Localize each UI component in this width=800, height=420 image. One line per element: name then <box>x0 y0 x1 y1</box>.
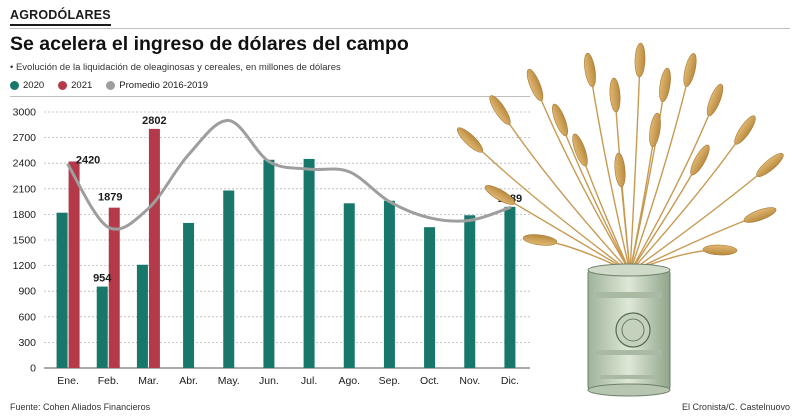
y-tick-label: 2100 <box>13 183 37 195</box>
x-tick-label: Feb. <box>98 375 119 387</box>
x-tick-label: Nov. <box>459 375 480 387</box>
wheat-stalk <box>499 109 631 273</box>
data-label: 2420 <box>76 154 100 166</box>
y-tick-label: 0 <box>30 363 36 375</box>
x-tick-label: Ene. <box>57 375 79 387</box>
bar-2020 <box>343 203 355 368</box>
wheat-ear <box>734 115 756 145</box>
data-label: 954 <box>93 273 112 285</box>
wheat-stalk <box>629 69 691 273</box>
x-tick-label: Abr. <box>179 375 198 387</box>
y-tick-label: 1200 <box>13 260 37 272</box>
wheat-stalks <box>456 42 784 273</box>
wheat-ear <box>649 112 661 148</box>
bar-2020 <box>263 159 275 368</box>
kicker: AGRODÓLARES <box>10 8 111 26</box>
wheat-stalk <box>629 59 641 273</box>
x-tick-label: Jul. <box>301 375 317 387</box>
x-tick-label: Mar. <box>138 375 158 387</box>
x-tick-label: Oct. <box>420 375 439 387</box>
y-tick-label: 3000 <box>13 107 37 119</box>
wheat-ear <box>659 67 671 103</box>
wheat-stalk <box>589 69 631 273</box>
kicker-divider <box>10 28 790 29</box>
bar-2020 <box>424 227 436 368</box>
wheat-ear <box>743 207 777 223</box>
chart-headline: Se acelera el ingreso de dólares del cam… <box>10 33 409 55</box>
data-label: 1879 <box>98 192 122 204</box>
bar-2020 <box>464 215 476 368</box>
y-tick-label: 1800 <box>13 209 37 221</box>
wheat-ear <box>489 95 511 125</box>
wheat-ear <box>572 133 588 167</box>
bar-2020 <box>136 264 148 368</box>
wheat-stalk <box>629 129 746 273</box>
y-tick-label: 600 <box>18 311 36 323</box>
x-axis-ticks: Ene. Feb. Mar. Abr. May. Jun. Jul. Ago. Sep. Oct.… <box>57 375 519 387</box>
y-tick-label: 300 <box>18 337 36 349</box>
dollar-roll <box>587 263 671 397</box>
bar-2021 <box>108 207 120 368</box>
y-tick-label: 1500 <box>13 235 37 247</box>
wheat-ear <box>552 103 568 137</box>
legend-swatch-2020 <box>10 81 19 90</box>
bar-2020 <box>303 158 315 368</box>
data-labels: 2420954187928021889 <box>76 115 522 285</box>
legend-label-2020: 2020 <box>23 80 45 91</box>
bars <box>56 128 516 368</box>
legend-label-promedio: Promedio 2016-2019 <box>119 80 209 91</box>
wheat-ear <box>526 68 544 102</box>
x-tick-label: Jun. <box>259 375 279 387</box>
y-axis-ticks: 0 300 600 900 1200 1500 1800 2100 2400 2700 3000 <box>13 107 37 375</box>
y-tick-label: 2400 <box>13 158 37 170</box>
bar-2020 <box>96 286 108 368</box>
wheat-ear <box>522 234 558 246</box>
wheat-stalk <box>469 139 631 273</box>
wheat-ear <box>634 42 646 78</box>
wheat-bouquet-illustration <box>456 42 784 397</box>
wheat-stalk <box>534 84 631 273</box>
wheat-ear <box>456 127 484 153</box>
wheat-ear <box>690 144 710 176</box>
legend-label-2021: 2021 <box>71 80 93 91</box>
bar-2020 <box>223 190 235 368</box>
wheat-stalk <box>629 99 716 273</box>
bar-2020 <box>183 222 195 368</box>
bar-2020 <box>56 212 68 368</box>
y-tick-label: 2700 <box>13 132 37 144</box>
legend-swatch-promedio <box>106 81 116 90</box>
wheat-ear <box>756 153 784 177</box>
x-tick-label: Dic. <box>501 375 519 387</box>
average-line-path <box>66 119 512 231</box>
x-tick-label: Sep. <box>379 375 401 387</box>
wheat-ear <box>584 52 596 88</box>
bar-2021 <box>68 161 80 368</box>
x-tick-label: Ago. <box>338 375 360 387</box>
wheat-ear <box>683 53 697 87</box>
data-label: 2802 <box>142 115 166 127</box>
chart-subtitle: • Evolución de la liquidación de oleagin… <box>10 62 341 73</box>
legend-item-2020: 2020 <box>10 80 44 91</box>
wheat-ear <box>706 83 724 117</box>
legend: 2020 2021 Promedio 2016-2019 <box>10 80 208 91</box>
legend-divider <box>10 96 530 97</box>
legend-swatch-2021 <box>58 81 68 90</box>
source-note: Fuente: Cohen Aliados Financieros <box>10 402 151 412</box>
credit-note: El Cronista/C. Castelnuovo <box>681 402 790 412</box>
bar-2020 <box>383 200 395 368</box>
y-tick-label: 900 <box>18 286 36 298</box>
grid-lines <box>44 111 530 369</box>
wheat-ear <box>609 77 621 113</box>
average-line <box>66 119 512 231</box>
wheat-ear <box>702 244 738 256</box>
legend-item-promedio: Promedio 2016-2019 <box>106 80 208 91</box>
bar-2020 <box>504 206 516 368</box>
wheat-ear <box>614 152 626 188</box>
wheat-ear <box>484 185 516 205</box>
legend-item-2021: 2021 <box>58 80 92 91</box>
x-tick-label: May. <box>218 375 240 387</box>
bar-2021 <box>148 128 160 368</box>
